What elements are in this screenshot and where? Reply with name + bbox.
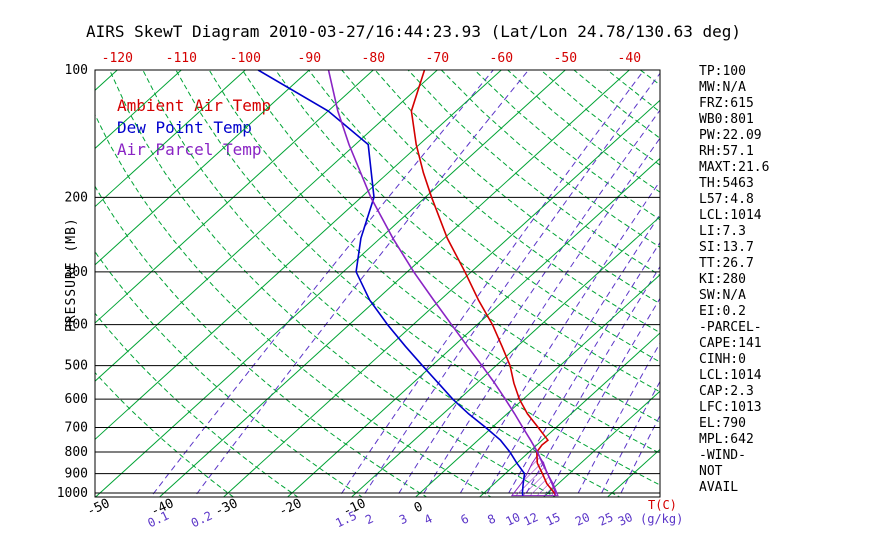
top-temp-tick-label: -60 [490, 51, 513, 66]
mixing-ratio-label: 2 [363, 512, 375, 528]
stats-line: LFC:1013 [699, 400, 762, 415]
stats-line: EI:0.2 [699, 304, 746, 319]
stats-line: SW:N/A [699, 288, 746, 303]
mixing-ratio-label: 12 [521, 510, 540, 529]
chart-title: AIRS SkewT Diagram 2010-03-27/16:44:23.9… [86, 22, 742, 41]
temp-axis-label: T(C) [648, 498, 677, 512]
pressure-tick-label: 700 [65, 420, 88, 435]
pressure-tick-label: 800 [65, 445, 88, 460]
stats-line: SI:13.7 [699, 240, 754, 255]
ratio-axis-label: (g/kg) [640, 512, 684, 526]
plot-area [95, 70, 660, 497]
mixing-ratio-lines [150, 70, 660, 497]
pressure-tick-label: 400 [65, 318, 88, 333]
mixing-ratio-label: 3 [397, 512, 409, 528]
mixing-ratio-label: 6 [458, 512, 470, 528]
series-air-parcel-temp [327, 70, 557, 496]
bottom-temp-tick-label: -30 [213, 496, 241, 520]
mixing-ratio-label: 4 [422, 512, 434, 528]
pressure-tick-label: 100 [65, 63, 88, 78]
top-temp-tick-label: -90 [298, 51, 321, 66]
axis-labels: 100 200 300 400 500 600 700 800 900 1000 -120 -110 -… [57, 51, 641, 530]
bottom-temp-tick-label: -50 [85, 496, 113, 520]
top-temp-tick-label: -50 [554, 51, 577, 66]
stats-line: RH:57.1 [699, 144, 754, 159]
stats-line: WB0:801 [699, 112, 754, 127]
stats-line: EL:790 [699, 416, 746, 431]
bottom-temp-tick-label: -20 [277, 496, 305, 520]
mixing-ratio-label: 25 [596, 510, 615, 529]
top-temp-tick-label: -100 [230, 51, 261, 66]
mixing-ratio-label: 15 [544, 510, 563, 529]
stats-line: AVAIL [699, 480, 739, 495]
stats-line: CAPE:141 [699, 336, 762, 351]
legend-dew-point-temp: Dew Point Temp [117, 118, 252, 137]
pressure-tick-label: 1000 [57, 486, 88, 501]
top-temp-tick-label: -120 [102, 51, 133, 66]
pressure-tick-label: 500 [65, 359, 88, 374]
pressure-tick-label: 900 [65, 467, 88, 482]
stats-line: CINH:0 [699, 352, 746, 367]
top-temp-tick-label: -70 [426, 51, 449, 66]
series-ambient-air-temp [410, 70, 557, 496]
isotherm-lines [95, 70, 660, 497]
stats-line: MW:N/A [699, 80, 746, 95]
stats-line: MAXT:21.6 [699, 160, 770, 175]
top-temp-tick-label: -40 [618, 51, 641, 66]
mixing-ratio-label: 0.2 [189, 508, 215, 530]
stats-line: -PARCEL- [699, 320, 762, 335]
stats-line: MPL:642 [699, 432, 754, 447]
stats-line: NOT [699, 464, 723, 479]
stats-line: KI:280 [699, 272, 746, 287]
mixing-ratio-label: 20 [573, 510, 592, 529]
stats-line: CAP:2.3 [699, 384, 754, 399]
top-temp-tick-label: -80 [362, 51, 385, 66]
pressure-lines [95, 70, 660, 494]
mixing-ratio-label: 8 [485, 512, 497, 528]
stats-line: -WIND- [699, 448, 746, 463]
stats-line: LCL:1014 [699, 368, 762, 383]
pressure-tick-label: 200 [65, 190, 88, 205]
plot-frame [94, 69, 661, 498]
mixing-ratio-label: 30 [616, 510, 635, 529]
stats-line: FRZ:615 [699, 96, 754, 111]
stats-panel: TP:100 MW:N/A FRZ:615 WB0:801 PW:22.09 RH:57.… [699, 64, 769, 496]
stats-line: TP:100 [699, 64, 746, 79]
legend-ambient-air-temp: Ambient Air Temp [117, 96, 272, 115]
stats-line: TH:5463 [699, 176, 754, 191]
mixing-ratio-label: 10 [503, 510, 522, 529]
pressure-tick-label: 600 [65, 392, 88, 407]
stats-line: PW:22.09 [699, 128, 762, 143]
stats-line: LI:7.3 [699, 224, 746, 239]
pressure-tick-label: 300 [65, 265, 88, 280]
top-temp-tick-label: -110 [166, 51, 197, 66]
series-dew-point-temp [257, 70, 526, 496]
stats-line: L57:4.8 [699, 192, 754, 207]
stats-line: LCL:1014 [699, 208, 762, 223]
stats-line: TT:26.7 [699, 256, 754, 271]
